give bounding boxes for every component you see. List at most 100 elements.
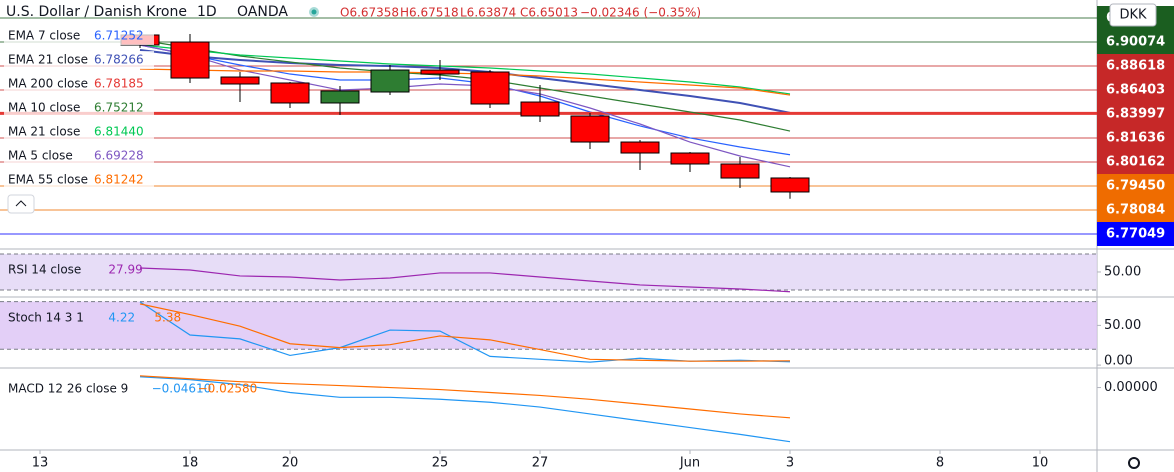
currency-badge [1109,3,1157,27]
candle-body [670,152,710,165]
status-dot [311,9,317,15]
price-label-bg [1097,198,1174,222]
indicator-value: 4.22 [108,311,135,325]
price-label: 6.90074 [1106,35,1165,50]
x-tick-label: 13 [32,456,49,471]
band-fill [0,253,1097,290]
legend-value: 6.75212 [94,101,144,115]
candle-body [520,101,560,117]
legend-name: EMA 55 close [8,173,88,187]
ma-line [139,44,791,95]
price-label-bg [1097,54,1174,78]
legend-value: 6.81440 [94,125,144,139]
indicator-title: Stoch 14 3 1 [8,311,84,325]
legend-value: 6.71252 [94,29,144,43]
price-label-bg [1097,174,1174,198]
legend-name: MA 10 close [8,101,80,115]
settings-icon[interactable] [1128,457,1140,469]
price-label: 6.81636 [1106,131,1165,146]
price-label: 6.80162 [1106,155,1165,170]
interval: 1D [197,4,217,20]
candle-body [420,69,460,75]
price-label-bg [1097,102,1174,126]
overlay-ui: U.S. Dollar / Danish Krone 1D OANDA O6.6… [4,3,1174,469]
collapse-icon [15,200,27,207]
y-tick-label: 50.00 [1104,264,1141,279]
legend-bg [4,171,154,189]
ohlc-change: −0.02346 (−0.35%) [580,6,701,20]
legend-bg [4,75,154,93]
price-label-bg [1097,78,1174,102]
indicator-value: −0.04610 [152,382,212,396]
ma-line [139,44,791,168]
band-fill [0,301,1097,350]
price-label: 6.78084 [1106,203,1165,218]
indicator-value: 5.38 [154,311,181,325]
x-tick-label: 10 [1032,456,1049,471]
candle-body [320,90,360,104]
price-label: 6.83997 [1106,107,1165,122]
legend-name: EMA 7 close [8,29,80,43]
legend-bg [4,99,154,117]
currency: DKK [1119,8,1147,23]
ma-line [139,39,791,132]
legend-value: 6.78266 [94,53,144,67]
legend-name: EMA 21 close [8,53,88,67]
ohlc-low: L6.63874 [460,6,516,20]
legend-name: MA 21 close [8,125,80,139]
candle-body [470,71,510,105]
indicator-title: RSI 14 close [8,263,81,277]
candle-body [570,115,610,143]
symbol-title: U.S. Dollar / Danish Krone [6,4,187,20]
x-tick-label: 8 [936,456,944,471]
source: OANDA [237,4,288,20]
price-label: 6.88618 [1106,59,1165,74]
x-tick-label: Jun [679,456,700,471]
indicator-line [139,267,791,293]
legend-bg [4,27,154,45]
candle-body [170,41,210,79]
legend-name: MA 200 close [8,77,88,91]
plot: 13 18 20 25 27 Jun 3 8 10 50.00 50.00 0.00 0.00000 [0,17,1174,471]
x-tick-label: 20 [282,456,299,471]
indicator-value: 27.99 [108,263,142,277]
x-tick-label: 18 [182,456,199,471]
indicator-line [139,375,791,419]
candle-body [370,69,410,93]
ohlc-high: H6.67518 [400,6,459,20]
legend-value: 6.78185 [94,77,144,91]
legend-bg [4,51,154,69]
price-label: 6.86403 [1106,83,1165,98]
candle-body [620,141,660,154]
legend-value: 6.81242 [94,173,144,187]
ohlc-open: O6.67358 [340,6,399,20]
indicator-line [139,376,791,443]
candle-body [270,82,310,104]
price-label-bg [1097,30,1174,54]
legend-bg [4,123,154,141]
ma-line [139,44,791,156]
y-tick-label: 50.00 [1104,318,1141,333]
x-tick-label: 3 [786,456,794,471]
ohlc-close: C6.65013 [520,6,578,20]
price-label-bg [1097,222,1174,246]
price-label-bg [1097,126,1174,150]
indicator-value: −0.02580 [198,382,258,396]
x-tick-label: 27 [532,456,549,471]
ma-line [139,48,791,114]
candle-body [720,163,760,179]
indicator-line [139,303,791,362]
candle-body [770,177,810,193]
price-label: 6.79450 [1106,179,1165,194]
candle-body [220,76,260,85]
price-label: 6.77049 [1106,227,1165,242]
legend-value: 6.69228 [94,149,144,163]
y-tick-label: 0.00 [1104,354,1133,369]
price-label-bg [1097,150,1174,174]
ma-line [139,68,791,96]
indicator-title: MACD 12 26 close 9 [8,382,128,396]
legend-bg [4,147,154,165]
y-tick-label: 0.00000 [1104,380,1158,395]
collapse-button[interactable] [7,194,35,214]
